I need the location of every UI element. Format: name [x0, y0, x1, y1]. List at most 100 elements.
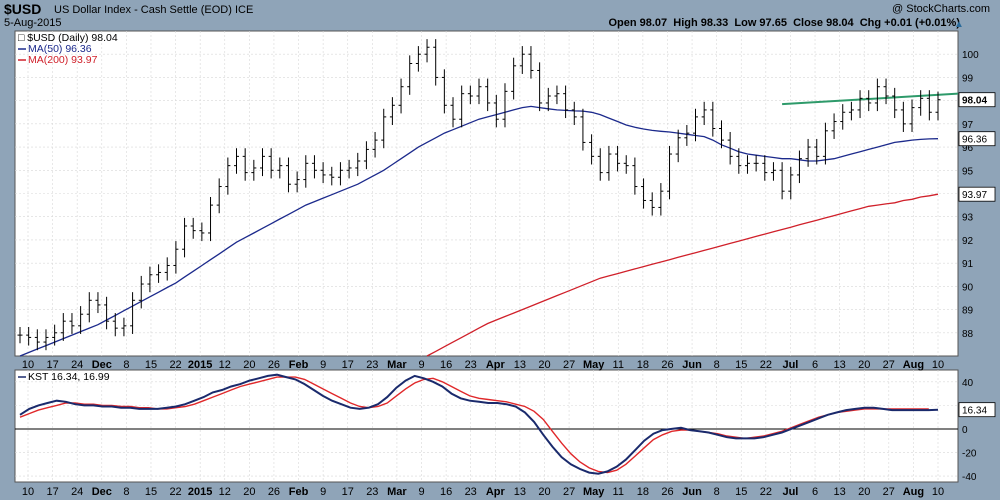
price-bar: [788, 166, 794, 200]
price-bar: [632, 157, 638, 195]
price-bar: [294, 171, 300, 193]
x-tick-label: 24: [71, 486, 83, 498]
x-tick-label: 6: [812, 359, 818, 371]
collapse-arrow-icon[interactable]: ▲: [954, 19, 964, 30]
price-bar: [459, 85, 465, 128]
price-y-label: 96: [962, 143, 974, 154]
price-bar: [381, 108, 387, 149]
price-bar: [528, 46, 534, 79]
price-bar: [840, 104, 846, 130]
x-tick-label: 10: [932, 486, 944, 498]
price-bar: [199, 222, 205, 242]
price-bar: [320, 162, 326, 184]
price-bar: [415, 46, 421, 72]
price-bar: [658, 183, 664, 216]
price-bar: [554, 85, 560, 105]
x-tick-label: 12: [219, 359, 231, 371]
price-bar: [242, 148, 248, 181]
svg-text:96.36: 96.36: [962, 135, 987, 146]
ma50-line: [19, 105, 939, 357]
kst-y-label: -20: [962, 449, 977, 460]
price-bar: [164, 257, 170, 281]
price-bar: [571, 101, 577, 126]
price-bar: [563, 85, 569, 119]
svg-text:98.04: 98.04: [962, 96, 987, 107]
x-tick-label: 9: [418, 359, 424, 371]
x-tick-label: 22: [760, 359, 772, 371]
price-bar: [892, 87, 898, 119]
price-bar: [467, 85, 473, 105]
x-tick-label: 23: [465, 359, 477, 371]
svg-text:93.97: 93.97: [962, 190, 987, 201]
price-y-label: 91: [962, 259, 974, 270]
price-y-label: 93: [962, 213, 974, 224]
price-bar: [26, 326, 32, 346]
x-tick-label: May: [583, 359, 605, 371]
price-bar: [684, 125, 690, 146]
legend-ma200: MA(200) 93.97: [28, 54, 98, 66]
x-tick-label: Jun: [682, 486, 702, 498]
price-bar: [112, 313, 118, 337]
price-bar: [675, 129, 681, 163]
legend-kst: KST 16.34, 16.99: [28, 371, 110, 383]
x-tick-label: 8: [714, 359, 720, 371]
x-tick-label: 10: [22, 486, 34, 498]
chart-date: 5-Aug-2015: [4, 17, 62, 29]
x-tick-label: Feb: [289, 486, 309, 498]
price-bar: [814, 138, 820, 165]
price-bar: [537, 62, 543, 112]
price-bar: [900, 101, 906, 132]
price-bar: [493, 94, 499, 128]
price-y-label: 97: [962, 120, 974, 131]
x-tick-label: 27: [883, 486, 895, 498]
x-tick-label: 20: [858, 359, 870, 371]
x-tick-label: 27: [563, 359, 575, 371]
price-bar: [34, 329, 40, 351]
price-bar: [441, 69, 447, 114]
kst-tag: 16.34: [958, 402, 996, 418]
price-bar: [589, 134, 595, 165]
price-bar: [329, 166, 335, 186]
x-tick-label: 23: [465, 486, 477, 498]
price-bar: [208, 196, 214, 242]
price-bar: [216, 178, 222, 214]
price-bar: [615, 145, 621, 172]
x-tick-label: 2015: [188, 359, 212, 371]
kst-y-label: -40: [962, 472, 977, 483]
price-bar: [623, 155, 629, 174]
price-bar: [60, 313, 66, 341]
price-bar: [69, 313, 75, 334]
x-tick-label: Aug: [903, 359, 924, 371]
price-bar: [156, 264, 162, 283]
price-bar: [372, 131, 378, 158]
x-tick-label: 11: [613, 359, 624, 371]
x-tick-label: 27: [883, 359, 895, 371]
price-y-label: 90: [962, 282, 974, 293]
price-bar: [727, 131, 733, 165]
price-bar: [355, 152, 361, 177]
price-bar: [710, 101, 716, 137]
x-tick-label: 20: [243, 486, 255, 498]
x-tick-label: 23: [366, 359, 378, 371]
price-bar: [17, 326, 23, 344]
price-bar: [303, 155, 309, 188]
x-tick-label: 11: [613, 486, 624, 498]
x-tick-label: Jun: [682, 359, 702, 371]
price-bar: [234, 148, 240, 174]
x-tick-label: 9: [320, 486, 326, 498]
price-bar: [225, 157, 231, 195]
svg-text:16.34: 16.34: [962, 406, 987, 417]
x-tick-label: Jul: [782, 486, 798, 498]
price-bar: [86, 292, 92, 323]
price-bar: [935, 91, 941, 121]
x-tick-label: 16: [440, 359, 452, 371]
x-tick-label: 8: [123, 486, 129, 498]
last-price-tag: 98.04: [958, 92, 996, 108]
x-tick-label: Feb: [289, 359, 309, 371]
price-grid: [15, 31, 958, 356]
x-tick-label: Mar: [387, 486, 407, 498]
copyright-label[interactable]: @ StockCharts.com: [892, 3, 990, 15]
price-bar: [926, 90, 932, 121]
price-bar: [138, 275, 144, 309]
x-tick-label: 20: [538, 359, 550, 371]
